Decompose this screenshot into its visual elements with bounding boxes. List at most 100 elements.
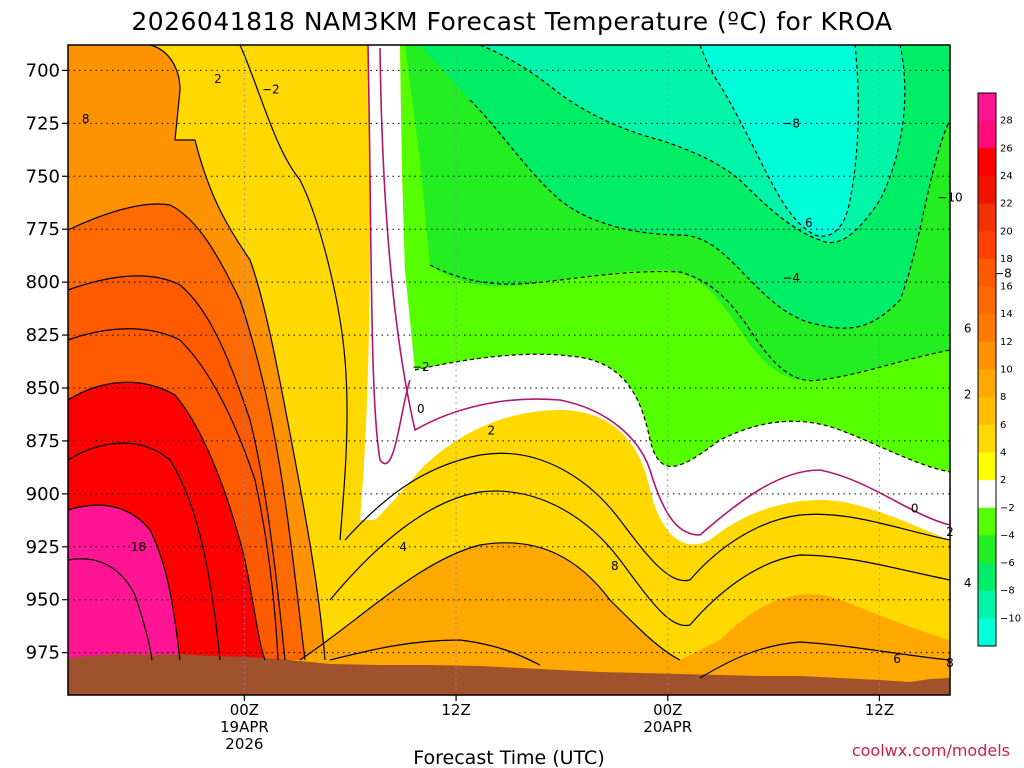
x-tick-label: 20APR (643, 718, 692, 736)
contour-line (67, 381, 266, 661)
colorbar-label: 18 (1000, 254, 1013, 265)
y-tick-label: 825 (26, 325, 60, 346)
colorbar-label: −10 (1000, 613, 1021, 624)
colorbar-swatch (978, 424, 996, 453)
contour-label: −4 (782, 271, 800, 285)
contour-line (239, 44, 348, 541)
colorbar-swatch (978, 618, 996, 647)
colorbar-swatch (978, 120, 996, 149)
x-tick-label: 00Z (230, 701, 259, 719)
colorbar-label: −4 (1000, 530, 1015, 541)
colorbar-swatch (978, 258, 996, 288)
y-tick-label: 875 (26, 431, 60, 452)
freezing-lines (367, 44, 951, 536)
colorbar-label: 16 (1000, 282, 1013, 293)
colorbar-label: −8 (1000, 586, 1015, 597)
contour-label: 4 (964, 576, 972, 590)
colorbar-label: 6 (1000, 420, 1006, 431)
contour-line (67, 203, 306, 661)
colorbar-label: 8 (1000, 392, 1006, 403)
colorbar-label: 14 (1000, 309, 1013, 320)
colorbar-swatch (978, 507, 996, 536)
colorbar-swatch (978, 341, 996, 370)
contour-label: 2 (964, 387, 972, 401)
warm-lower-8 (300, 542, 950, 695)
colorbar-label: 22 (1000, 199, 1013, 210)
contour-label: 8 (611, 559, 619, 573)
contour-label: −8 (994, 267, 1012, 281)
contour-line-minus2 (367, 44, 411, 465)
credit-text: coolwx.com/models (852, 741, 1010, 760)
colorbar-swatch (978, 314, 996, 343)
y-tick-label: 975 (26, 643, 60, 664)
x-tick-label: 12Z (865, 701, 894, 719)
contour-line-dashed (479, 44, 906, 244)
colorbar-swatch (978, 148, 996, 177)
contour-label: −8 (782, 116, 800, 130)
plot-frame (67, 44, 951, 696)
colorbar-label: 10 (1000, 365, 1013, 376)
x-tick-label: 12Z (441, 701, 470, 719)
warm-region-24 (68, 505, 180, 660)
grid (68, 45, 950, 695)
colorbar-label: 12 (1000, 337, 1013, 348)
contour-label: −2 (262, 82, 280, 96)
colorbar: 28 26 24 22 20 18 16 14 12 10 8 6 4 2 −2 −4 −6 −8 −10 (977, 92, 1021, 647)
contour-line (67, 328, 279, 661)
y-tick-label: 925 (26, 537, 60, 558)
colorbar-swatch (978, 175, 996, 205)
y-tick-label: 850 (26, 378, 60, 399)
contour-line (67, 504, 181, 661)
colorbar-swatch (978, 231, 996, 260)
colorbar-swatch (978, 563, 996, 592)
chart-title: 2026041818 NAM3KM Forecast Temperature (… (131, 7, 892, 36)
cold-contours (414, 44, 951, 473)
contour-line-dashed (699, 44, 859, 237)
colorbar-label: 20 (1000, 226, 1013, 237)
colorbar-label: −2 (1000, 503, 1015, 514)
contour-line (149, 44, 326, 661)
contour-line (329, 490, 951, 627)
y-tick-label: 950 (26, 590, 60, 611)
contour-label: 2 (214, 72, 222, 86)
contour-label: 18 (131, 540, 146, 554)
cold-region-10 (700, 45, 859, 237)
contour-line (299, 542, 681, 661)
colorbar-swatch (978, 397, 996, 426)
contour-line (344, 452, 951, 582)
y-tick-label: 775 (26, 219, 60, 240)
contour-label: 0 (417, 402, 425, 416)
colorbar-label: −6 (1000, 558, 1015, 569)
freezing-zone (360, 45, 950, 545)
y-axis: 700 725 750 775 800 825 850 875 900 925 950 975 (26, 60, 68, 664)
contour-line (699, 641, 951, 679)
colorbar-swatch (978, 286, 996, 315)
colorbar-swatch (978, 369, 996, 398)
y-tick-label: 725 (26, 113, 60, 134)
contour-label: 6 (964, 322, 972, 336)
colorbar-frame (977, 92, 997, 647)
terrain (68, 654, 950, 695)
colorbar-swatch (978, 452, 996, 481)
contour-label: 6 (805, 216, 813, 230)
contour-label: 6 (893, 652, 901, 666)
y-tick-label: 800 (26, 272, 60, 293)
y-tick-label: 700 (26, 60, 60, 81)
contour-line-dashed (469, 99, 951, 329)
contour-line (329, 639, 541, 666)
x-tick-label: 2026 (225, 735, 263, 753)
y-tick-label: 750 (26, 166, 60, 187)
contour-line (67, 275, 286, 661)
x-tick-label: 19APR (220, 718, 269, 736)
colorbar-swatch (978, 590, 996, 619)
x-axis: 00Z19APR202612Z00Z20APR12Z00Z21APR (220, 695, 894, 753)
colorbar-label: 26 (1000, 143, 1013, 154)
contour-line (67, 558, 153, 661)
contour-label: −2 (412, 360, 430, 374)
contour-line-dashed (414, 353, 951, 473)
colorbar-swatch (978, 203, 996, 232)
colorbar-label: 2 (1000, 475, 1006, 486)
x-tick-label: 00Z (653, 701, 682, 719)
